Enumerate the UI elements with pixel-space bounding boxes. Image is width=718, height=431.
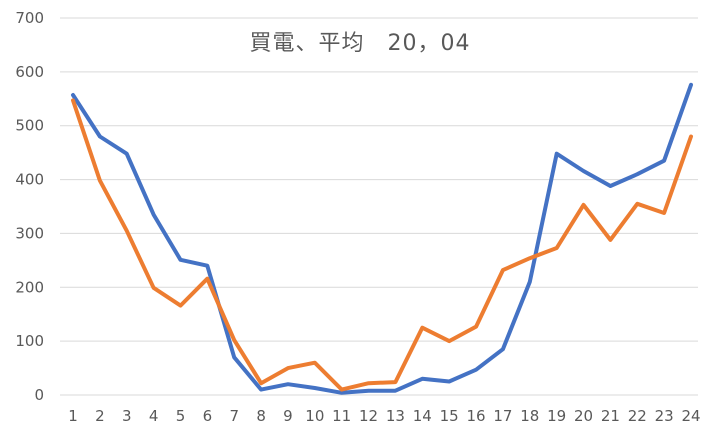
x-tick-label: 2 xyxy=(95,407,105,425)
x-tick-label: 7 xyxy=(229,407,239,425)
x-tick-label: 23 xyxy=(655,407,674,425)
y-tick-label: 300 xyxy=(15,224,44,242)
x-tick-label: 6 xyxy=(203,407,213,425)
x-tick-label: 1 xyxy=(68,407,78,425)
series-line-2 xyxy=(71,98,693,392)
x-tick-label: 17 xyxy=(493,407,512,425)
y-axis-tick-labels: 0 100 200 300 400 500 600 700 xyxy=(15,9,44,404)
y-tick-label: 400 xyxy=(15,171,44,189)
x-tick-label: 20 xyxy=(574,407,593,425)
x-tick-label: 4 xyxy=(149,407,159,425)
series-line-1 xyxy=(71,82,693,395)
x-tick-label: 24 xyxy=(681,407,700,425)
y-tick-label: 600 xyxy=(15,63,44,81)
x-axis-tick-labels: 1 2 3 4 5 6 7 8 9 10 11 12 13 14 15 16 17 18 19 20 21 22 23 24 xyxy=(68,407,700,425)
y-tick-label: 200 xyxy=(15,278,44,296)
x-tick-label: 22 xyxy=(628,407,647,425)
x-tick-label: 21 xyxy=(601,407,620,425)
x-tick-label: 10 xyxy=(305,407,324,425)
x-tick-label: 5 xyxy=(176,407,186,425)
x-tick-label: 11 xyxy=(332,407,351,425)
x-tick-label: 9 xyxy=(283,407,293,425)
x-tick-label: 3 xyxy=(122,407,132,425)
y-tick-label: 700 xyxy=(15,9,44,27)
gridlines xyxy=(60,17,698,396)
x-tick-label: 15 xyxy=(440,407,459,425)
x-tick-label: 18 xyxy=(520,407,539,425)
x-tick-label: 19 xyxy=(547,407,566,425)
y-tick-label: 500 xyxy=(15,117,44,135)
x-tick-label: 12 xyxy=(359,407,378,425)
series-lines xyxy=(71,82,693,395)
x-tick-label: 14 xyxy=(413,407,432,425)
x-tick-label: 8 xyxy=(256,407,266,425)
x-tick-label: 13 xyxy=(386,407,405,425)
chart-title: 買電、平均 20，04 xyxy=(249,31,471,56)
y-tick-label: 0 xyxy=(34,386,44,404)
x-tick-label: 16 xyxy=(467,407,486,425)
y-tick-label: 100 xyxy=(15,332,44,350)
